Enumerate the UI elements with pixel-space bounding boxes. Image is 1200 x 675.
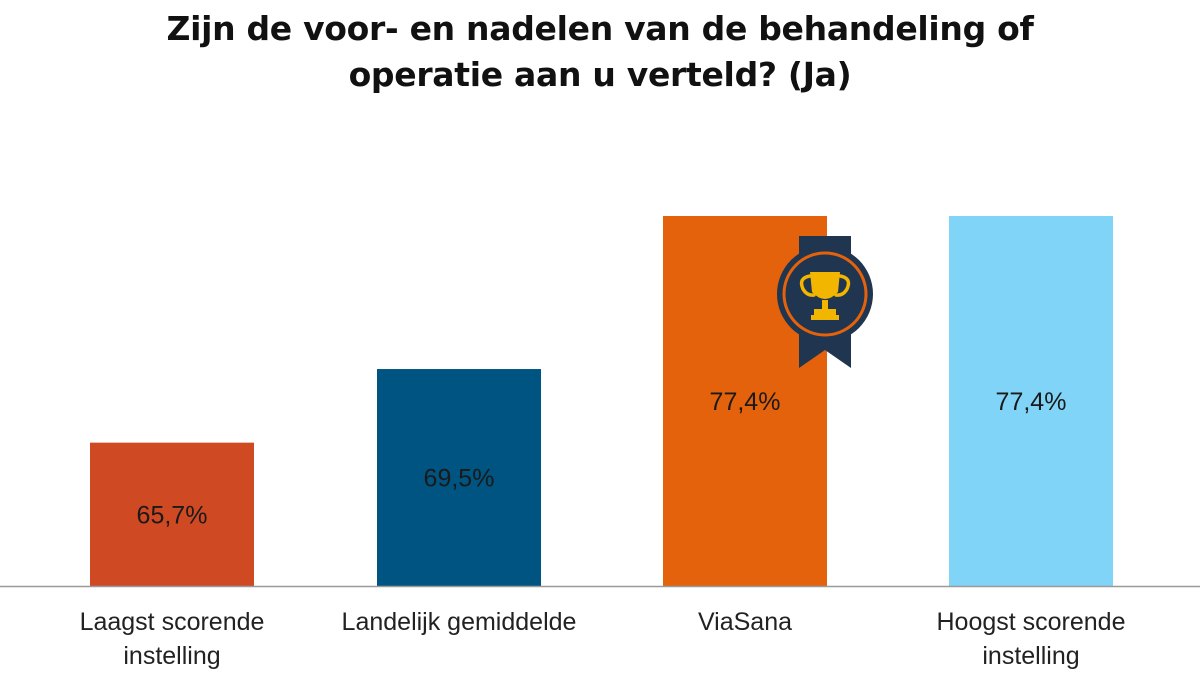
chart-title: Zijn de voor- en nadelen van de behandel… — [0, 6, 1200, 98]
category-label: Laagst scorende instelling — [80, 608, 265, 670]
chart-title-line-1: Zijn de voor- en nadelen van de behandel… — [166, 9, 1034, 48]
category-label: Hoogst scorende instelling — [936, 608, 1125, 670]
trophy-handle-right — [834, 274, 851, 297]
category-label-line: Hoogst scorende — [936, 608, 1125, 636]
category-label: Landelijk gemiddelde — [342, 608, 577, 636]
category-label: ViaSana — [698, 608, 792, 636]
category-label-line: ViaSana — [698, 608, 792, 636]
trophy-plinth — [811, 315, 839, 320]
category-label-line: instelling — [123, 642, 220, 670]
trophy-cup — [810, 272, 840, 299]
category-label-line: Landelijk gemiddelde — [342, 608, 577, 636]
data-label: 77,4% — [710, 388, 781, 416]
bar — [90, 442, 254, 586]
bar — [377, 369, 541, 586]
trophy-handle-left — [799, 274, 816, 297]
data-label: 65,7% — [137, 501, 208, 529]
chart-title-line-2: operatie aan u verteld? (Ja) — [348, 55, 852, 94]
data-label: 77,4% — [996, 388, 1067, 416]
trophy-stem — [822, 300, 828, 310]
trophy-base — [814, 309, 836, 315]
category-label-line: instelling — [982, 642, 1079, 670]
trophy-ribbon-icon — [777, 236, 873, 368]
medal-ring — [782, 251, 868, 337]
category-label-line: Laagst scorende — [80, 608, 265, 636]
data-label: 69,5% — [424, 465, 495, 493]
bar — [949, 216, 1113, 586]
